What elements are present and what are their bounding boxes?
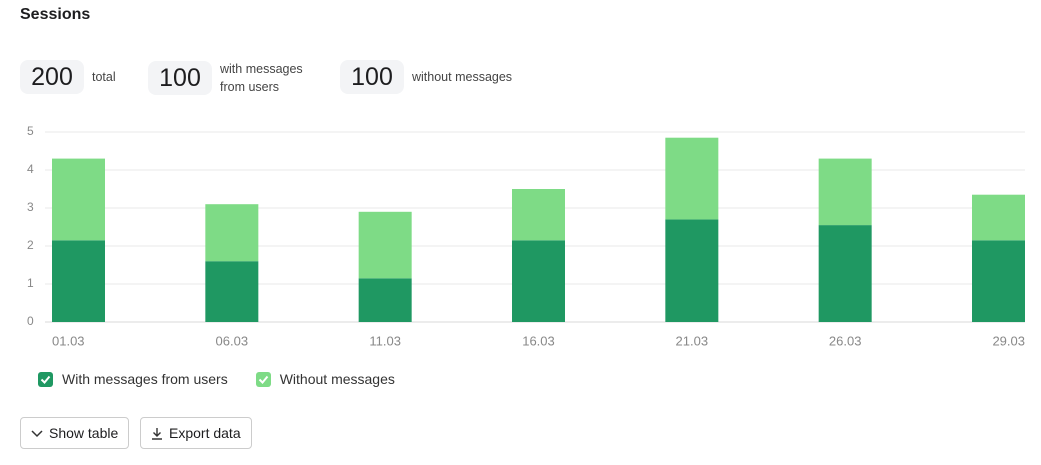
stat-label: without messages <box>412 70 513 84</box>
bar-segment <box>52 240 105 322</box>
x-tick-label: 21.03 <box>676 333 709 348</box>
legend-label: With messages from users <box>62 371 228 387</box>
stat-label: total <box>92 70 116 84</box>
y-tick-label: 0 <box>27 314 34 328</box>
bar-segment <box>665 219 719 322</box>
legend-item[interactable]: With messages from users <box>38 371 228 387</box>
check-icon <box>40 375 51 384</box>
y-tick-label: 1 <box>27 276 34 290</box>
y-tick-label: 3 <box>27 200 34 214</box>
x-tick-label: 26.03 <box>829 333 862 348</box>
bar-segment <box>205 204 259 262</box>
stat-value: 100 <box>148 61 212 95</box>
x-tick-label: 06.03 <box>216 333 249 348</box>
bar-segment <box>818 158 872 226</box>
bar-segment <box>52 158 105 241</box>
section-title: Sessions <box>20 6 91 23</box>
x-tick-label: 16.03 <box>522 333 555 348</box>
y-tick-label: 2 <box>27 238 34 252</box>
bar-segment <box>512 189 565 241</box>
legend-label: Without messages <box>279 371 395 387</box>
x-tick-label: 01.03 <box>52 333 85 348</box>
stat: 100 without messages <box>340 60 512 94</box>
bar-segment <box>512 240 565 322</box>
check-icon <box>258 375 268 384</box>
stat-label: with messages from users <box>220 62 303 94</box>
stat-value: 100 <box>340 60 404 94</box>
download-icon <box>152 427 162 440</box>
button-label: Export data <box>169 425 241 441</box>
bar-segment <box>358 211 412 279</box>
bar-segment <box>972 240 1025 322</box>
legend-item[interactable]: Without messages <box>255 371 395 387</box>
x-tick-label: 29.03 <box>992 333 1025 348</box>
button-label: Show table <box>49 425 119 441</box>
bar-segment <box>358 278 412 322</box>
export-data-button[interactable]: Export data <box>140 417 252 449</box>
legend-checkbox[interactable] <box>38 371 53 387</box>
show-table-button[interactable]: Show table <box>20 417 130 449</box>
bar-segment <box>972 194 1025 241</box>
bar-segment <box>205 261 259 322</box>
chevron-icon <box>31 430 43 438</box>
x-tick-label: 11.03 <box>369 333 401 348</box>
bar-segment <box>818 225 872 322</box>
stat-value: 200 <box>20 60 84 94</box>
y-tick-label: 4 <box>27 162 34 176</box>
chart: 0 1 2 3 4 5 01.03 06.03 11.03 16.03 21.03 26.03 29.0… <box>27 124 1025 348</box>
legend-checkbox[interactable] <box>255 371 271 387</box>
stat: 100 with messages from users <box>148 60 320 96</box>
stat: 200 total <box>20 60 116 94</box>
y-tick-label: 5 <box>27 124 34 138</box>
bar-segment <box>665 137 719 220</box>
